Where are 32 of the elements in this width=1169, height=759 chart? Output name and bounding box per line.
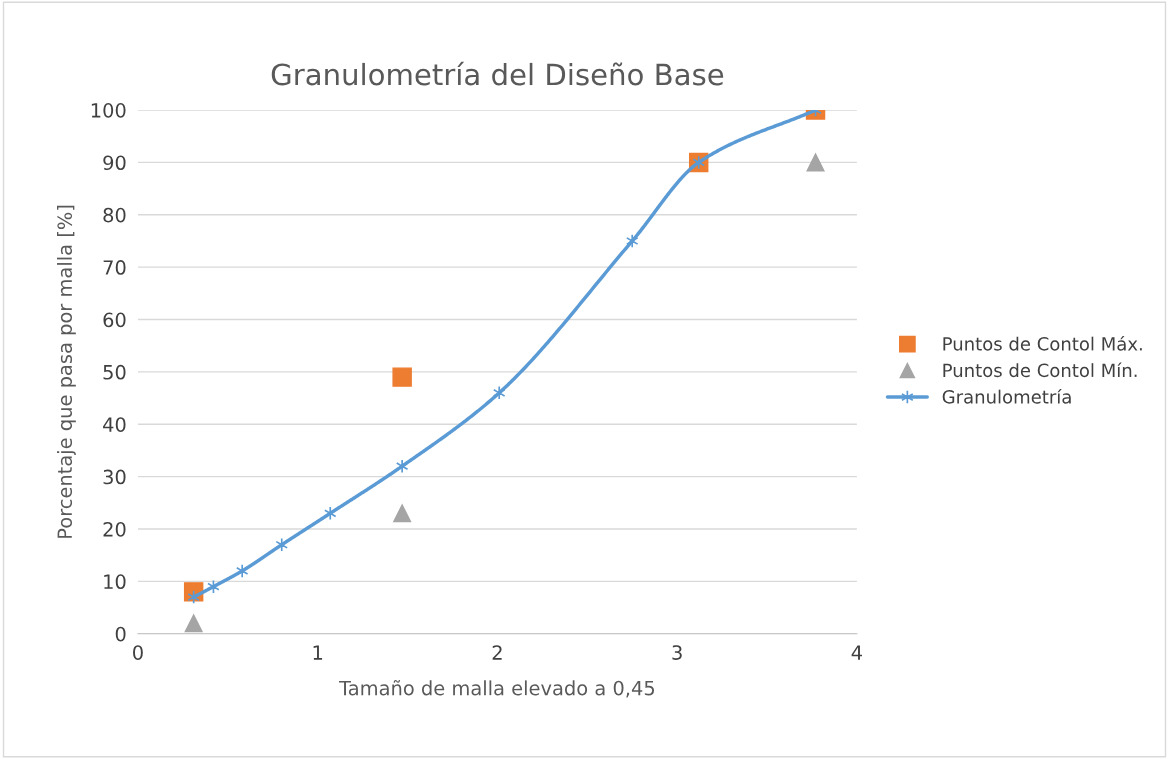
point [492, 385, 506, 400]
x-tick-label: 3 [672, 645, 682, 660]
chart-title: Granulometría del Diseño Base [271, 61, 724, 86]
legend-label: Puntos de Contol Mín. [943, 362, 1137, 378]
y-axis-title: Porcentaje que pasa por malla [%] [57, 205, 76, 538]
y-tick-label: 10 [104, 574, 126, 590]
point [235, 563, 249, 579]
x-axis-title: Tamaño de malla elevado a 0,45 [339, 680, 655, 698]
y-tick-label: 100 [91, 103, 126, 118]
y-tick-label: 50 [103, 364, 126, 380]
point [806, 153, 825, 172]
point [395, 459, 409, 474]
point [275, 537, 288, 552]
point [392, 367, 412, 387]
y-tick-label: 40 [103, 417, 126, 432]
point [324, 506, 337, 521]
y-tick-label: 0 [115, 626, 126, 642]
point [393, 504, 412, 523]
point [184, 614, 203, 633]
legend-label: Puntos de Contol Máx. [943, 335, 1142, 351]
y-tick-label: 70 [103, 260, 126, 275]
legend-label: Granulometría [942, 388, 1071, 404]
y-tick-label: 90 [103, 155, 126, 171]
x-tick-label: 1 [313, 645, 323, 660]
point [625, 233, 639, 249]
y-tick-label: 80 [103, 207, 126, 223]
y-tick-label: 60 [103, 312, 126, 328]
x-tick-label: 4 [851, 645, 862, 660]
x-tick-label: 0 [133, 645, 143, 660]
y-tick-label: 20 [103, 521, 126, 537]
x-tick-label: 2 [492, 645, 502, 660]
y-tick-label: 30 [103, 469, 126, 485]
